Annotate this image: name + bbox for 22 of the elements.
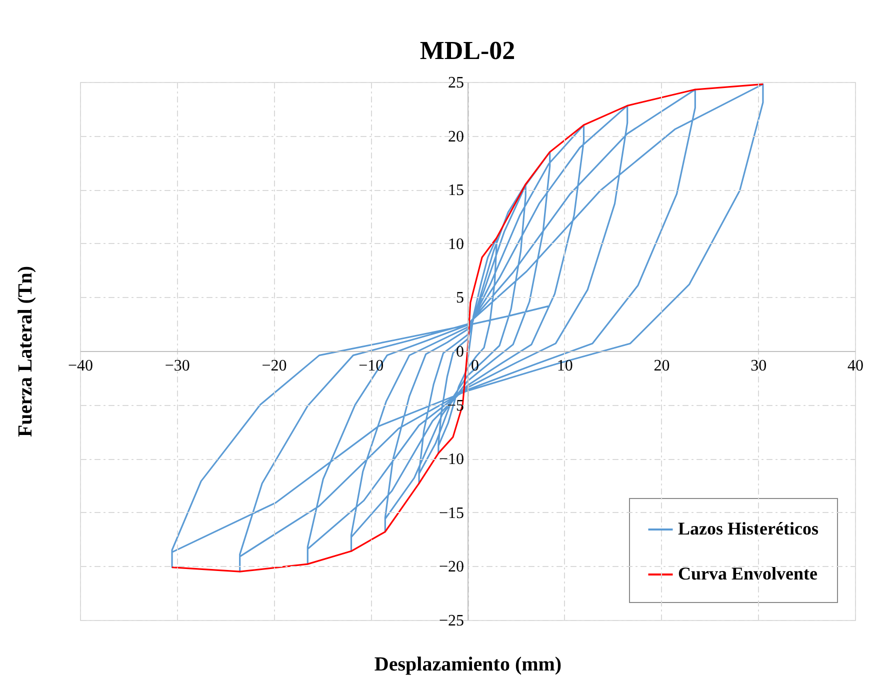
y-tick-label: −20: [438, 558, 464, 576]
x-tick-label: −30: [164, 358, 190, 374]
chart-title: MDL-02: [420, 36, 516, 65]
x-tick-label: 30: [750, 358, 767, 374]
y-tick-label: −25: [438, 612, 464, 630]
y-tick-label: 0: [456, 344, 464, 360]
x-tick-label: −20: [262, 358, 287, 374]
x-axis-title: Desplazamiento (mm): [374, 654, 562, 676]
y-tick-label: −15: [438, 504, 464, 522]
x-tick-label: −40: [68, 358, 94, 374]
y-tick-label: 20: [448, 128, 464, 146]
y-tick-label: −10: [438, 451, 464, 468]
x-tick-label: 20: [654, 358, 670, 374]
y-tick-label: 25: [448, 74, 464, 92]
x-tick-label: 40: [848, 358, 864, 374]
x-tick-label: 10: [556, 358, 573, 374]
y-tick-label: 10: [448, 236, 464, 253]
y-tick-label: 5: [456, 290, 464, 307]
legend-label: Lazos Histeréticos: [678, 518, 818, 538]
legend-label: Curva Envolvente: [678, 564, 818, 584]
y-axis-title: Fuerza Lateral (Tn): [14, 266, 36, 438]
y-tick-label: 15: [448, 182, 464, 200]
